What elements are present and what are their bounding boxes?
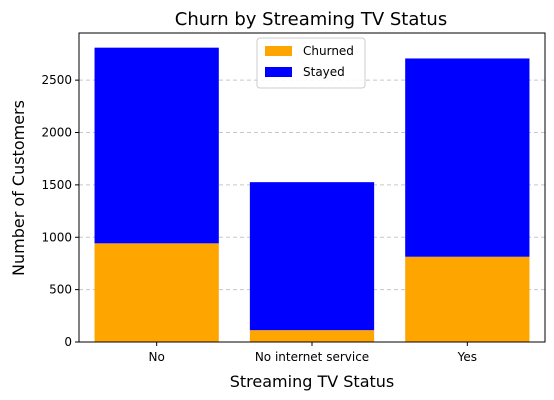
bar-stayed-2 [405, 58, 530, 257]
x-ticks: No No internet service Yes [149, 342, 477, 364]
legend-label-churned: Churned [303, 44, 354, 58]
bars [94, 47, 530, 342]
bar-churned-0 [94, 243, 219, 342]
y-tick-label-2: 1000 [41, 230, 72, 244]
y-tick-label-3: 1500 [41, 178, 72, 192]
y-tick-label-0: 0 [64, 335, 72, 349]
legend-swatch-stayed [265, 67, 292, 77]
legend-swatch-churned [265, 46, 292, 56]
x-tick-label-0: No [149, 350, 165, 364]
bar-churned-1 [249, 330, 375, 342]
y-tick-label-5: 2500 [41, 73, 72, 87]
legend-label-stayed: Stayed [303, 65, 345, 79]
y-tick-label-1: 500 [49, 283, 72, 297]
bar-churned-2 [405, 256, 530, 342]
x-axis-label: Streaming TV Status [230, 372, 395, 391]
bar-stayed-0 [94, 47, 219, 244]
y-ticks: 0 500 1000 1500 2000 2500 [41, 73, 79, 349]
y-tick-label-4: 2000 [41, 126, 72, 140]
x-tick-label-1: No internet service [255, 350, 369, 364]
legend: Churned Stayed [256, 37, 366, 89]
bar-stayed-1 [249, 182, 375, 331]
y-axis-label: Number of Customers [9, 100, 28, 276]
x-tick-label-2: Yes [457, 350, 477, 364]
chart-title: Churn by Streaming TV Status [175, 9, 447, 30]
